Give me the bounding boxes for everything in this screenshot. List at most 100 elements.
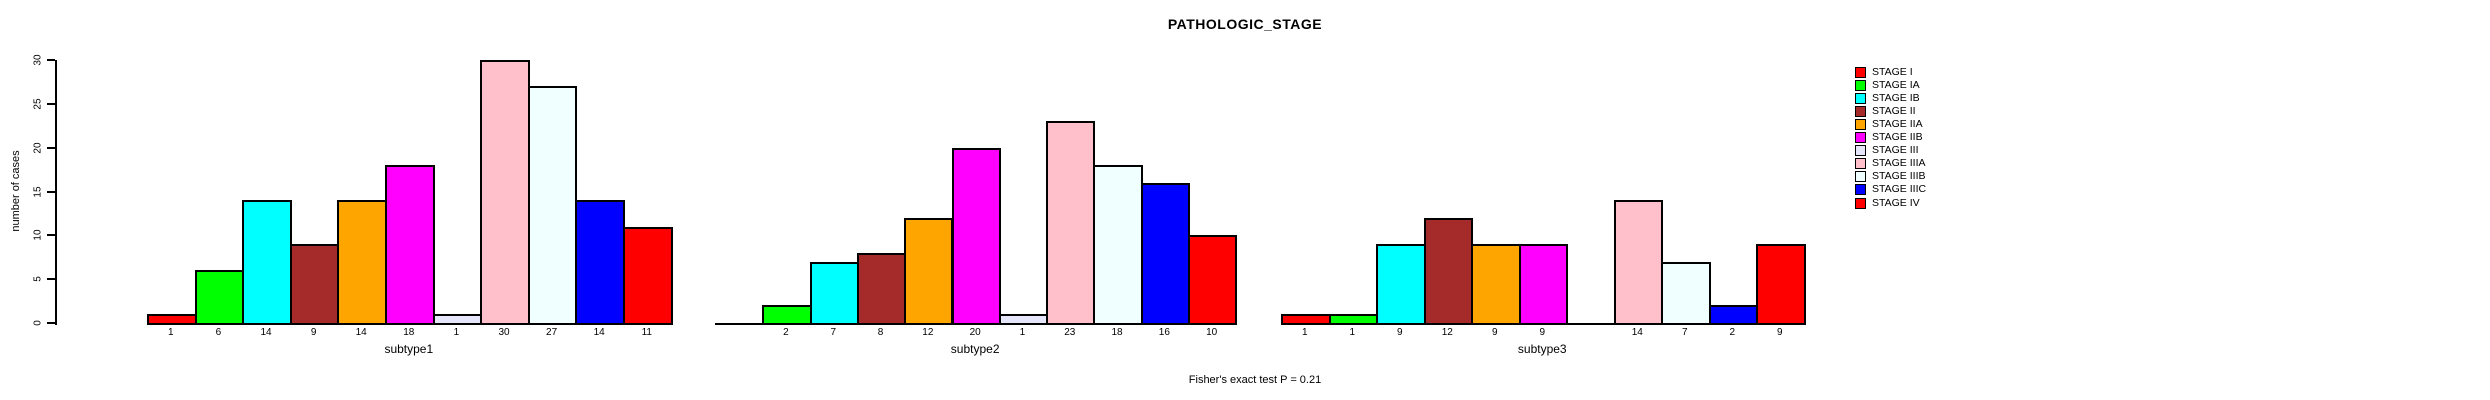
bar-value-label: 2 [1729, 327, 1736, 338]
bar-subtype1-stage-iib [385, 165, 435, 325]
bar-value-label: 14 [593, 327, 605, 338]
legend-item-stage-iiic: STAGE IIIC [1855, 184, 1926, 196]
y-axis-line [55, 60, 57, 325]
x-axis-label-subtype1: subtype1 [384, 342, 434, 356]
legend-item-stage-iia: STAGE IIA [1855, 119, 1923, 131]
legend-color-swatch-stage-iiic [1855, 184, 1866, 196]
x-axis-label-subtype3: subtype3 [1517, 342, 1567, 356]
legend-color-swatch-stage-ia [1855, 80, 1866, 92]
bar-value-label: 20 [969, 327, 981, 338]
bar-value-label: 7 [830, 327, 837, 338]
legend-label: STAGE IIIA [1872, 157, 1926, 170]
chart-title: PATHOLOGIC_STAGE [1167, 16, 1323, 32]
bar-value-label: 18 [1111, 327, 1123, 338]
bar-subtype2-stage-iiib [1093, 165, 1143, 325]
bar-subtype1-stage-i [147, 314, 197, 325]
bar-value-label: 1 [168, 327, 174, 338]
fisher-test-annotation: Fisher's exact test P = 0.21 [1188, 374, 1322, 386]
bar-subtype1-stage-iia [337, 200, 387, 325]
legend-color-swatch-stage-iii [1855, 145, 1866, 157]
bar-subtype3-stage-ib [1376, 244, 1426, 325]
bar-value-label: 9 [1396, 327, 1403, 338]
legend-color-swatch-stage-i [1855, 67, 1866, 78]
legend-item-stage-iv: STAGE IV [1855, 197, 1920, 209]
y-tick-label: 20 [32, 142, 44, 154]
bar-value-label: 14 [355, 327, 367, 338]
bar-subtype3-stage-ii [1423, 217, 1473, 325]
legend-label: STAGE III [1872, 144, 1919, 157]
bar-subtype3-stage-i [1281, 314, 1331, 325]
bar-value-label: 1 [1301, 327, 1308, 338]
bar-value-label: 16 [1158, 327, 1170, 338]
y-tick-mark [47, 278, 55, 281]
y-tick-mark [47, 190, 55, 193]
legend-item-stage-iib: STAGE IIB [1855, 132, 1923, 144]
legend-label: STAGE II [1872, 105, 1916, 118]
legend-label: STAGE IA [1872, 79, 1920, 92]
y-tick-label: 5 [32, 276, 44, 282]
bar-subtype2-stage-iia [904, 217, 954, 325]
bar-subtype2-stage-iiic [1140, 182, 1190, 325]
bar-value-label: 9 [1491, 327, 1498, 338]
bar-subtype1-stage-ib [242, 200, 292, 325]
bar-value-label: 8 [877, 327, 884, 338]
legend-label: STAGE IIIC [1872, 183, 1927, 196]
bar-subtype1-stage-ia [194, 270, 245, 325]
legend-color-swatch-stage-iiib [1855, 171, 1866, 183]
legend-color-swatch-stage-iia [1855, 119, 1866, 131]
bar-value-label: 30 [498, 327, 510, 338]
y-tick-mark [47, 234, 55, 237]
bar-value-label: 2 [783, 327, 789, 338]
bar-subtype2-stage-iv [1188, 235, 1238, 325]
bar-subtype1-stage-iiib [527, 86, 578, 325]
bar-value-label: 14 [260, 327, 272, 338]
legend-color-swatch-stage-iiia [1855, 158, 1866, 170]
bar-value-label: 1 [453, 327, 460, 338]
y-tick-mark [47, 102, 55, 105]
x-axis-label-subtype2: subtype2 [950, 342, 1000, 356]
bar-subtype3-stage-iib [1518, 244, 1568, 325]
bar-subtype2-stage-ia [762, 305, 812, 325]
legend-item-stage-ib: STAGE IB [1855, 93, 1920, 105]
bar-subtype3-stage-iiib [1661, 261, 1711, 325]
bar-value-label: 23 [1064, 327, 1076, 338]
bar-value-label: 10 [1206, 327, 1218, 338]
bar-subtype1-stage-iiic [575, 200, 625, 325]
bar-value-label: 12 [1441, 327, 1453, 338]
bar-value-label: 1 [1019, 327, 1026, 338]
bar-value-label: 1 [1349, 327, 1356, 338]
y-tick-mark [47, 322, 55, 324]
bar-value-label: 7 [1681, 327, 1688, 338]
legend-label: STAGE IIIB [1872, 170, 1926, 183]
legend-item-stage-ia: STAGE IA [1855, 80, 1920, 92]
legend-label: STAGE IV [1872, 196, 1920, 209]
y-tick-label: 30 [32, 54, 44, 66]
bar-subtype1-stage-ii [289, 244, 340, 325]
bar-subtype2-stage-iib [951, 147, 1001, 325]
y-axis-label: number of cases [10, 150, 22, 232]
bar-subtype3-stage-iiic [1708, 305, 1758, 325]
legend-color-swatch-stage-ii [1855, 106, 1866, 118]
bar-subtype3-stage-ia [1328, 314, 1378, 325]
bar-subtype1-stage-iiia [480, 60, 530, 325]
bar-value-label: 9 [310, 327, 317, 338]
bar-subtype2-stage-iii [998, 314, 1049, 325]
bar-value-label: 12 [922, 327, 934, 338]
y-tick-label: 25 [32, 98, 44, 110]
bar-value-label: 11 [641, 327, 652, 338]
bar-subtype2-stage-ib [809, 261, 859, 325]
bar-subtype3-stage-iia [1471, 244, 1521, 325]
bar-subtype2-stage-iiia [1046, 121, 1096, 325]
legend-label: STAGE IIB [1872, 131, 1923, 144]
bar-subtype2-stage-ii [856, 252, 907, 325]
bar-subtype1-stage-iii [432, 314, 483, 325]
bar-value-label: 9 [1776, 327, 1783, 338]
y-tick-mark [47, 146, 55, 149]
legend-label: STAGE IIA [1872, 118, 1923, 131]
legend-color-swatch-stage-ib [1855, 93, 1866, 105]
bar-value-label: 27 [546, 327, 558, 338]
legend-item-stage-iiib: STAGE IIIB [1855, 171, 1925, 183]
legend-item-stage-iiia: STAGE IIIA [1855, 158, 1925, 170]
bar-value-label: 9 [1539, 327, 1546, 338]
bar-subtype1-stage-iv [623, 226, 673, 325]
